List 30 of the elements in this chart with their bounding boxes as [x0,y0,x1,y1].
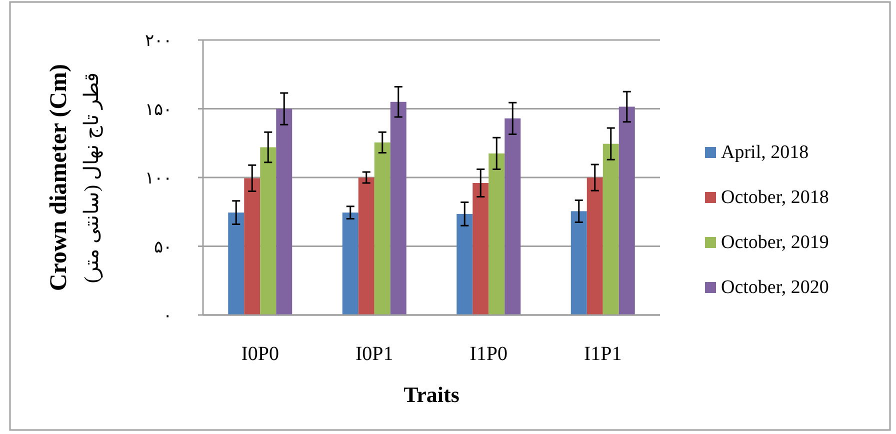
y-tick-label: ۵۰ [154,237,172,256]
x-tick-label: I1P0 [470,343,508,365]
bar [570,211,587,315]
y-tick-label: ۱۰۰ [145,168,172,188]
bar [602,144,619,315]
bar [228,212,244,315]
bar [586,178,603,315]
x-axis-title: Traits [404,382,460,407]
x-tick-label: I1P1 [584,343,622,365]
bar [390,102,406,315]
x-tick-label: I0P0 [241,343,280,365]
bar [276,108,292,315]
legend-label: October, 2018 [721,187,829,208]
bar [342,212,358,315]
bar [504,118,521,315]
y-tick-label: ۰ [163,306,172,325]
bar [244,178,260,315]
bar [472,183,489,315]
x-tick-label: I0P1 [355,343,394,365]
bar [358,178,374,315]
bar [618,106,635,315]
legend-label: April, 2018 [721,142,809,163]
bar [456,214,473,315]
bar [488,153,505,315]
y-tick-label: ۲۰۰ [145,31,172,50]
legend-label: October, 2020 [721,277,829,298]
legend-label: October, 2019 [721,232,829,253]
bar [374,142,390,315]
bar [260,147,276,315]
y-tick-label: ۱۵۰ [145,100,172,119]
